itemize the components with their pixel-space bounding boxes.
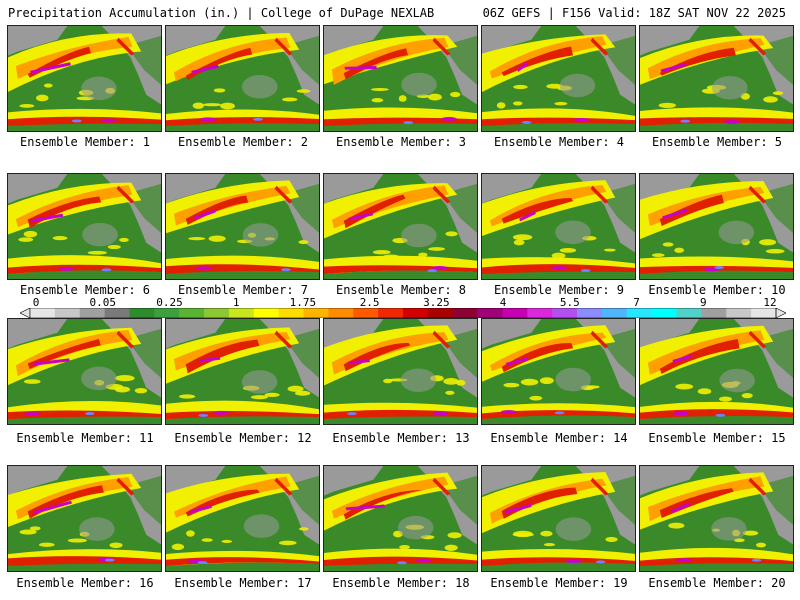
colorbar-swatch	[54, 308, 81, 318]
run-info: 06Z GEFS | F156 Valid: 18Z SAT NOV 22 20…	[482, 6, 786, 20]
member-label: Ensemble Member: 16	[16, 576, 154, 590]
colorbar-swatch	[278, 308, 304, 318]
colorbar-swatch	[726, 308, 752, 318]
member-map-2	[165, 25, 320, 132]
colorbar-swatch	[601, 308, 628, 318]
colorbar-swatch	[353, 308, 379, 318]
colorbar-arrow-right	[775, 308, 786, 318]
colorbar-swatch	[577, 308, 603, 318]
colorbar-tick-label: 7	[633, 296, 640, 309]
member-label: Ensemble Member: 20	[648, 576, 786, 590]
colorbar-swatch	[552, 308, 578, 318]
colorbar-tick-label: 0.05	[89, 296, 116, 309]
colorbar-swatch	[378, 308, 404, 318]
colorbar-swatch	[751, 308, 777, 318]
colorbar-swatch	[303, 308, 329, 318]
colorbar-swatch	[701, 308, 727, 318]
member-map-3	[323, 25, 478, 132]
member-map-4	[481, 25, 636, 132]
member-label: Ensemble Member: 18	[332, 576, 470, 590]
member-map-12	[165, 318, 320, 425]
colorbar-tick-label: 3.25	[423, 296, 450, 309]
member-map-10	[639, 173, 794, 280]
page-title: Precipitation Accumulation (in.) | Colle…	[8, 6, 435, 20]
colorbar-swatch	[328, 308, 354, 318]
member-map-8	[323, 173, 478, 280]
colorbar-swatch	[179, 308, 205, 318]
colorbar-tick-label: 0	[32, 296, 40, 309]
colorbar-tick-label: 1.75	[289, 296, 317, 309]
member-label: Ensemble Member: 17	[174, 576, 312, 590]
member-map-18	[323, 465, 478, 572]
colorbar-swatch	[427, 308, 454, 318]
member-map-11	[7, 318, 162, 425]
colorbar-swatch	[502, 308, 528, 318]
member-map-19	[481, 465, 636, 572]
member-map-16	[7, 465, 162, 572]
member-label: Ensemble Member: 14	[490, 431, 628, 445]
colorbar-swatch	[228, 308, 255, 318]
member-label: Ensemble Member: 13	[332, 431, 470, 445]
colorbar-swatch	[626, 308, 652, 318]
colorbar-tick-label: 5.5	[559, 296, 580, 309]
member-label: Ensemble Member: 1	[19, 135, 151, 149]
colorbar-tick-label: 0.25	[156, 296, 183, 309]
colorbar-swatch	[403, 308, 429, 318]
member-label: Ensemble Member: 4	[493, 135, 625, 149]
member-label: Ensemble Member: 8	[335, 283, 467, 297]
colorbar-swatch	[104, 308, 130, 318]
member-label: Ensemble Member: 11	[16, 431, 154, 445]
member-map-20	[639, 465, 794, 572]
member-map-6	[7, 173, 162, 280]
colorbar-swatch	[452, 308, 478, 318]
member-label: Ensemble Member: 19	[490, 576, 628, 590]
colorbar	[20, 308, 786, 318]
colorbar-tick-label: 2.5	[359, 296, 380, 309]
member-label: Ensemble Member: 5	[651, 135, 783, 149]
member-label: Ensemble Member: 6	[19, 283, 151, 297]
colorbar-tick-label: 9	[699, 296, 707, 309]
colorbar-arrow-left	[20, 308, 31, 318]
member-map-14	[481, 318, 636, 425]
member-label: Ensemble Member: 7	[177, 283, 309, 297]
colorbar-swatch	[129, 308, 155, 318]
member-map-17	[165, 465, 320, 572]
colorbar-swatch	[477, 308, 503, 318]
colorbar-tick-label: 4	[499, 296, 507, 309]
member-label: Ensemble Member: 3	[335, 135, 467, 149]
member-map-7	[165, 173, 320, 280]
member-label: Ensemble Member: 12	[174, 431, 312, 445]
colorbar-swatch	[676, 308, 702, 318]
colorbar-swatch	[30, 308, 56, 318]
member-label: Ensemble Member: 15	[648, 431, 786, 445]
member-map-9	[481, 173, 636, 280]
colorbar-swatch	[651, 308, 677, 318]
colorbar-swatch	[204, 308, 230, 318]
member-label: Ensemble Member: 10	[648, 283, 786, 297]
member-map-1	[7, 25, 162, 132]
colorbar-swatch	[154, 308, 180, 318]
member-map-15	[639, 318, 794, 425]
member-map-5	[639, 25, 794, 132]
member-label: Ensemble Member: 2	[177, 135, 309, 149]
colorbar-swatch	[253, 308, 279, 318]
colorbar-swatch	[79, 308, 105, 318]
colorbar-swatch	[527, 308, 553, 318]
colorbar-tick-label: 12	[763, 296, 777, 309]
colorbar-tick-label: 1	[232, 296, 240, 309]
member-label: Ensemble Member: 9	[493, 283, 625, 297]
member-map-13	[323, 318, 478, 425]
